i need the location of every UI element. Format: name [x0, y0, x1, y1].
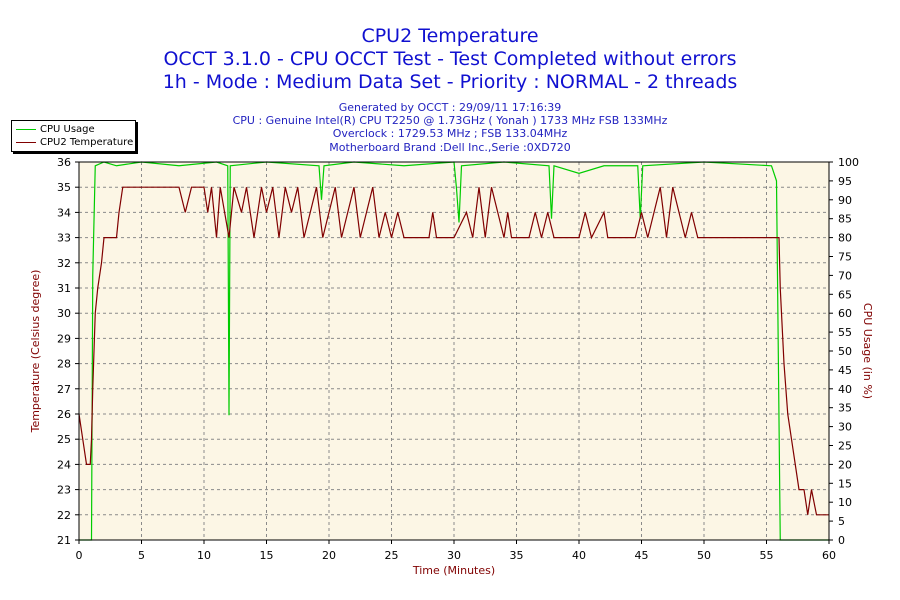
- x-tick-label: 10: [197, 549, 211, 562]
- legend-item-cpu-usage: CPU Usage: [16, 123, 95, 136]
- x-tick-label: 55: [760, 549, 774, 562]
- y-left-tick-label: 36: [57, 156, 71, 169]
- x-tick-label: 40: [572, 549, 586, 562]
- x-tick-label: 50: [697, 549, 711, 562]
- x-tick-label: 0: [76, 549, 83, 562]
- y-right-tick-label: 40: [838, 383, 852, 396]
- y-right-tick-label: 45: [838, 364, 852, 377]
- y-right-tick-label: 20: [838, 458, 852, 471]
- x-tick-label: 45: [635, 549, 649, 562]
- motherboard-line: Motherboard Brand :Dell Inc.,Serie :0XD7…: [329, 140, 571, 154]
- y-left-tick-label: 26: [57, 408, 71, 421]
- y-left-tick-label: 27: [57, 383, 71, 396]
- y-right-tick-label: 50: [838, 345, 852, 358]
- y-right-axis-title: CPU Usage (in %): [861, 303, 874, 399]
- y-right-tick-label: 30: [838, 421, 852, 434]
- y-right-tick-label: 0: [838, 534, 845, 547]
- cpu-line: CPU : Genuine Intel(R) CPU T2250 @ 1.73G…: [232, 114, 668, 128]
- y-left-tick-label: 30: [57, 307, 71, 320]
- y-right-tick-label: 70: [838, 269, 852, 282]
- y-left-tick-label: 25: [57, 433, 71, 446]
- legend-label-cpu2-temperature: CPU2 Temperature: [40, 137, 134, 148]
- chart-subtitle-1: OCCT 3.1.0 - CPU OCCT Test - Test Comple…: [163, 48, 737, 70]
- y-left-axis-title: Temperature (Celsius degree): [29, 270, 42, 434]
- y-right-tick-label: 100: [838, 156, 859, 169]
- legend-swatch-cpu2-temperature: [16, 142, 36, 143]
- y-left-tick-label: 31: [57, 282, 71, 295]
- x-tick-label: 5: [138, 549, 145, 562]
- chart-titles: CPU2 Temperature OCCT 3.1.0 - CPU OCCT T…: [0, 24, 900, 94]
- y-left-tick-label: 22: [57, 509, 71, 522]
- chart-title: CPU2 Temperature: [361, 25, 539, 47]
- y-left-tick-label: 21: [57, 534, 71, 547]
- y-right-tick-label: 25: [838, 440, 852, 453]
- y-left-tick-label: 29: [57, 332, 71, 345]
- x-tick-label: 15: [260, 549, 274, 562]
- x-tick-label: 20: [322, 549, 336, 562]
- x-tick-label: 60: [822, 549, 836, 562]
- y-right-tick-label: 90: [838, 194, 852, 207]
- legend-item-cpu2-temperature: CPU2 Temperature: [16, 136, 133, 149]
- y-right-tick-label: 60: [838, 307, 852, 320]
- x-tick-label: 35: [510, 549, 524, 562]
- y-right-tick-label: 65: [838, 288, 852, 301]
- y-right-tick-label: 80: [838, 232, 852, 245]
- x-tick-label: 25: [385, 549, 399, 562]
- x-tick-label: 30: [447, 549, 461, 562]
- y-right-tick-label: 35: [838, 402, 852, 415]
- x-axis-title: Time (Minutes): [412, 564, 495, 577]
- y-right-tick-label: 15: [838, 477, 852, 490]
- y-left-tick-label: 28: [57, 358, 71, 371]
- legend-swatch-cpu-usage: [16, 129, 36, 130]
- series-line-cpu2-temperature: [78, 186, 829, 516]
- overclock-line: Overclock : 1729.53 MHz ; FSB 133.04MHz: [332, 127, 568, 141]
- series-line-cpu-usage: [79, 161, 829, 541]
- y-left-tick-label: 35: [57, 181, 71, 194]
- chart-subtitle-2: 1h - Mode : Medium Data Set - Priority :…: [162, 71, 738, 93]
- system-info: Generated by OCCT : 29/09/11 17:16:39 CP…: [0, 101, 900, 154]
- generated-line: Generated by OCCT : 29/09/11 17:16:39: [338, 101, 562, 114]
- y-right-tick-label: 75: [838, 251, 852, 264]
- y-left-tick-label: 34: [57, 206, 71, 219]
- y-right-tick-label: 5: [838, 515, 845, 528]
- y-right-tick-label: 55: [838, 326, 852, 339]
- y-right-tick-label: 85: [838, 213, 852, 226]
- y-left-tick-label: 33: [57, 232, 71, 245]
- y-right-tick-label: 95: [838, 175, 852, 188]
- y-left-tick-label: 32: [57, 257, 71, 270]
- chart-legend: CPU Usage CPU2 Temperature: [11, 120, 136, 152]
- legend-label-cpu-usage: CPU Usage: [40, 124, 95, 135]
- y-left-tick-label: 24: [57, 458, 71, 471]
- y-left-tick-label: 23: [57, 484, 71, 497]
- y-right-tick-label: 10: [838, 496, 852, 509]
